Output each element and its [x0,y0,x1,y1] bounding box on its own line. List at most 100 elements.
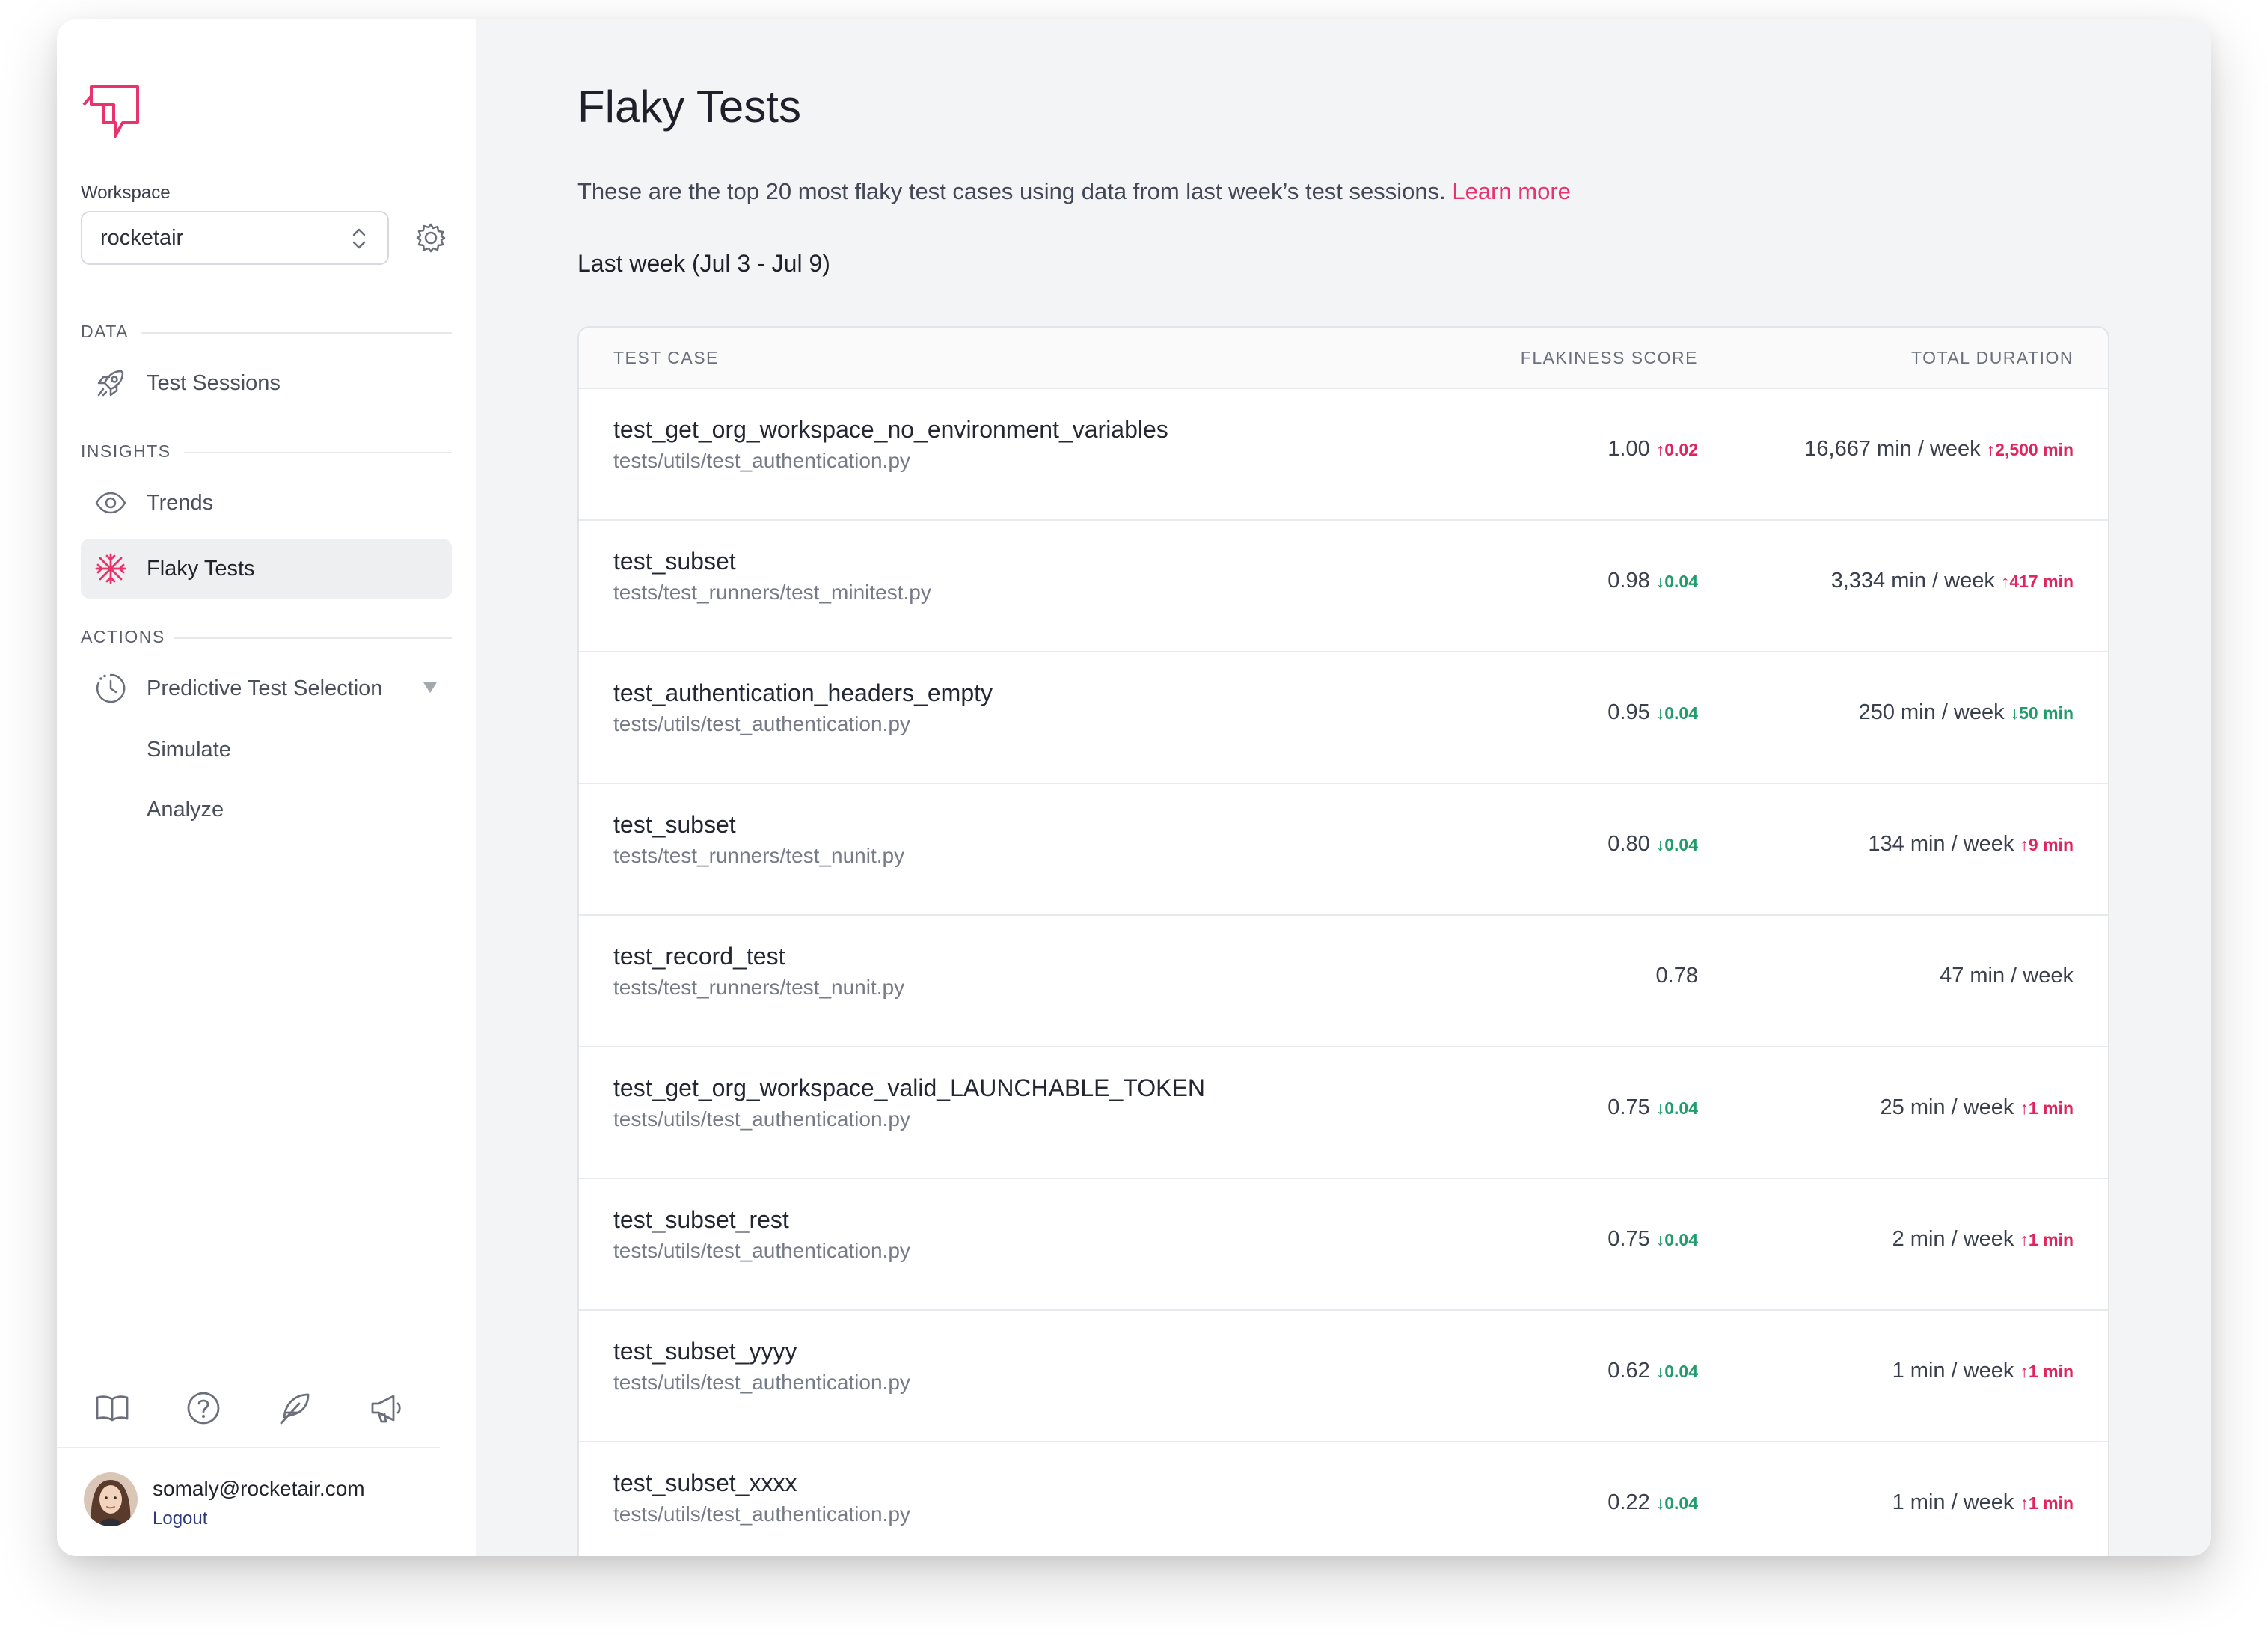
score-value: 0.98 [1607,569,1650,593]
column-header-total-duration[interactable]: TOTAL DURATION [1911,348,2074,367]
test-case-name[interactable]: test_subset_xxxx [613,1469,797,1496]
duration-value: 1 min / week [1892,1359,2014,1383]
rocket-icon [97,370,124,397]
score-delta: ↓0.04 [1655,1493,1698,1513]
duration-delta: ↑417 min [2000,572,2074,591]
duration-value: 16,667 min / week [1804,437,1981,461]
test-case-name[interactable]: test_get_org_workspace_valid_LAUNCHABLE_… [613,1074,1205,1101]
megaphone-icon[interactable] [367,1389,405,1428]
sidebar-item-predictive-test-selection[interactable]: Predictive Test Selection [81,658,452,718]
column-header-flakiness-score[interactable]: FLAKINESS SCORE [1520,348,1698,367]
sidebar: Workspace rocketair DATA Test Sessions I… [57,19,476,1556]
table-row[interactable]: test_authentication_headers_empty tests/u… [579,651,2108,784]
score-delta: ↓0.04 [1655,835,1698,854]
test-case-name[interactable]: test_record_test [613,943,785,970]
duration-delta: ↑1 min [2020,1230,2074,1249]
duration-delta: ↑1 min [2020,1098,2074,1118]
avatar[interactable] [84,1472,138,1526]
workspace-label: Workspace [81,183,171,203]
clock-icon [96,673,126,703]
duration-delta: ↑2,500 min [1986,440,2074,459]
table-row[interactable]: test_subset tests/test_runners/test_nunit… [579,783,2108,916]
flakiness-score: 0.78 [1656,964,1698,988]
user-avatar-image [84,1472,138,1526]
score-value: 0.75 [1607,1227,1650,1251]
flakiness-score: 0.22 ↓0.04 [1607,1490,1698,1515]
score-value: 0.75 [1607,1095,1650,1119]
test-case-name[interactable]: test_subset_rest [613,1206,789,1233]
logout-link[interactable]: Logout [153,1508,208,1529]
table-row[interactable]: test_subset_yyyy tests/utils/test_authent… [579,1309,2108,1442]
total-duration: 1 min / week ↑1 min [1892,1359,2074,1383]
sidebar-item-label: Predictive Test Selection [147,676,383,700]
table-header: TEST CASE FLAKINESS SCORE TOTAL DURATION [579,328,2108,389]
book-icon[interactable] [93,1389,132,1428]
user-email: somaly@rocketair.com [153,1477,365,1500]
table-row[interactable]: test_subset_rest tests/utils/test_authent… [579,1178,2108,1311]
sidebar-item-test-sessions[interactable]: Test Sessions [81,353,452,413]
page-description: These are the top 20 most flaky test cas… [577,178,1571,205]
caret-down-icon[interactable] [423,682,437,693]
section-data-label: DATA [81,322,129,341]
sidebar-subitem-simulate[interactable]: Simulate [147,738,231,762]
gear-icon[interactable] [414,221,447,254]
column-header-test-case[interactable]: TEST CASE [613,348,719,367]
eye-icon [95,492,126,514]
sidebar-item-trends[interactable]: Trends [81,473,452,533]
total-duration: 2 min / week ↑1 min [1892,1227,2074,1252]
duration-value: 3,334 min / week [1830,569,1995,593]
total-duration: 25 min / week ↑1 min [1881,1095,2074,1120]
sidebar-item-label: Flaky Tests [147,557,255,581]
chevron-updown-icon [352,228,366,249]
page-title: Flaky Tests [577,82,801,132]
table-row[interactable]: test_get_org_workspace_no_environment_va… [579,388,2108,521]
feather-icon[interactable] [275,1389,314,1428]
snowflake-icon [95,553,126,584]
flakiness-score: 0.98 ↓0.04 [1607,569,1698,593]
duration-value: 47 min / week [1940,964,2074,988]
table-row[interactable]: test_get_org_workspace_valid_LAUNCHABLE_… [579,1046,2108,1179]
total-duration: 1 min / week ↑1 min [1892,1490,2074,1515]
flakiness-score: 1.00 ↑0.02 [1607,437,1698,462]
score-value: 0.80 [1607,832,1650,856]
table-row[interactable]: test_subset_xxxx tests/utils/test_authent… [579,1441,2108,1556]
main-content: Flaky Tests These are the top 20 most fl… [476,19,2211,1556]
launchable-logo[interactable] [81,79,144,142]
duration-delta: ↑1 min [2020,1493,2074,1513]
sidebar-bottom-toolbar [81,1389,452,1434]
score-delta: ↓0.04 [1655,1098,1698,1118]
help-icon[interactable] [184,1389,223,1428]
test-case-name[interactable]: test_get_org_workspace_no_environment_va… [613,416,1168,443]
workspace-select[interactable]: rocketair [81,211,389,265]
sidebar-item-flaky-tests[interactable]: Flaky Tests [81,539,452,599]
duration-value: 250 min / week [1858,700,2005,724]
table-row[interactable]: test_record_test tests/test_runners/test_… [579,914,2108,1047]
learn-more-link[interactable]: Learn more [1452,178,1571,204]
section-divider [141,332,452,334]
test-case-name[interactable]: test_subset [613,811,736,838]
duration-value: 1 min / week [1892,1490,2014,1514]
test-case-name[interactable]: test_subset_yyyy [613,1338,797,1365]
flakiness-score: 0.95 ↓0.04 [1607,700,1698,725]
flaky-tests-table: TEST CASE FLAKINESS SCORE TOTAL DURATION… [577,326,2109,1556]
description-text: These are the top 20 most flaky test cas… [577,178,1446,204]
workspace-value: rocketair [100,226,184,250]
section-actions-label: ACTIONS [81,627,165,646]
score-value: 0.78 [1655,964,1698,988]
score-delta: ↓0.04 [1655,572,1698,591]
duration-value: 2 min / week [1892,1227,2014,1251]
section-insights-label: INSIGHTS [81,441,171,461]
test-case-path: tests/test_runners/test_nunit.py [613,976,905,999]
test-case-name[interactable]: test_subset [613,548,736,575]
flakiness-score: 0.75 ↓0.04 [1607,1227,1698,1252]
total-duration: 47 min / week [1940,964,2074,988]
app-window: Workspace rocketair DATA Test Sessions I… [57,19,2211,1556]
sidebar-subitem-analyze[interactable]: Analyze [147,798,224,822]
sidebar-item-label: Test Sessions [147,371,281,395]
test-case-name[interactable]: test_authentication_headers_empty [613,679,993,706]
section-divider [174,637,452,639]
score-delta: ↓0.04 [1655,703,1698,723]
table-row[interactable]: test_subset tests/test_runners/test_minit… [579,519,2108,652]
score-value: 0.22 [1607,1490,1650,1514]
footer-divider [57,1447,440,1448]
